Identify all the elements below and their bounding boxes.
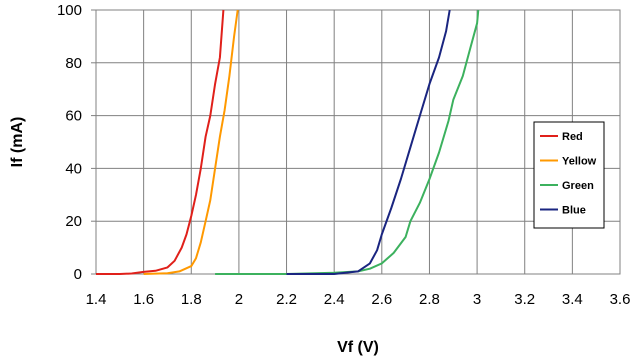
legend-label-green: Green xyxy=(562,180,594,192)
legend: Red Yellow Green Blue xyxy=(533,121,605,229)
legend-label-blue: Blue xyxy=(562,205,586,217)
y-tick-label: 0 xyxy=(74,266,82,283)
y-tick-label: 20 xyxy=(65,213,82,230)
y-tick-label: 40 xyxy=(65,160,82,177)
y-tick-label: 80 xyxy=(65,55,82,72)
x-tick-label: 3.4 xyxy=(562,291,583,308)
x-tick-label: 2.4 xyxy=(324,291,345,308)
x-tick-labels: 1.4 1.6 1.8 2 2.2 2.4 2.6 2.8 3 3.2 3.4 3.6 xyxy=(86,291,631,308)
y-tick-label: 100 xyxy=(57,2,82,19)
plot-area xyxy=(95,9,621,275)
legend-box xyxy=(533,121,605,229)
x-tick-label: 2 xyxy=(235,291,243,308)
y-tick-labels: 0 20 40 60 80 100 xyxy=(57,2,82,283)
x-tick-label: 2.2 xyxy=(276,291,297,308)
x-tick-label: 3.2 xyxy=(514,291,535,308)
y-axis-title: If (mA) xyxy=(9,117,26,168)
x-tick-label: 2.6 xyxy=(371,291,392,308)
series-line-green xyxy=(215,9,480,275)
x-tick-label: 3.6 xyxy=(610,291,631,308)
x-tick-label: 3 xyxy=(473,291,481,308)
series-layer xyxy=(96,9,480,275)
legend-label-red: Red xyxy=(562,131,583,143)
x-axis-title: Vf (V) xyxy=(337,339,379,356)
series-line-red xyxy=(96,9,225,275)
grid xyxy=(91,9,620,275)
x-tick-label: 2.8 xyxy=(419,291,440,308)
series-line-yellow xyxy=(143,9,239,275)
y-tick-label: 60 xyxy=(65,108,82,125)
legend-label-yellow: Yellow xyxy=(562,156,597,168)
series-line-blue xyxy=(286,9,451,275)
x-tick-label: 1.6 xyxy=(133,291,154,308)
x-tick-label: 1.8 xyxy=(181,291,202,308)
x-tick-label: 1.4 xyxy=(86,291,107,308)
